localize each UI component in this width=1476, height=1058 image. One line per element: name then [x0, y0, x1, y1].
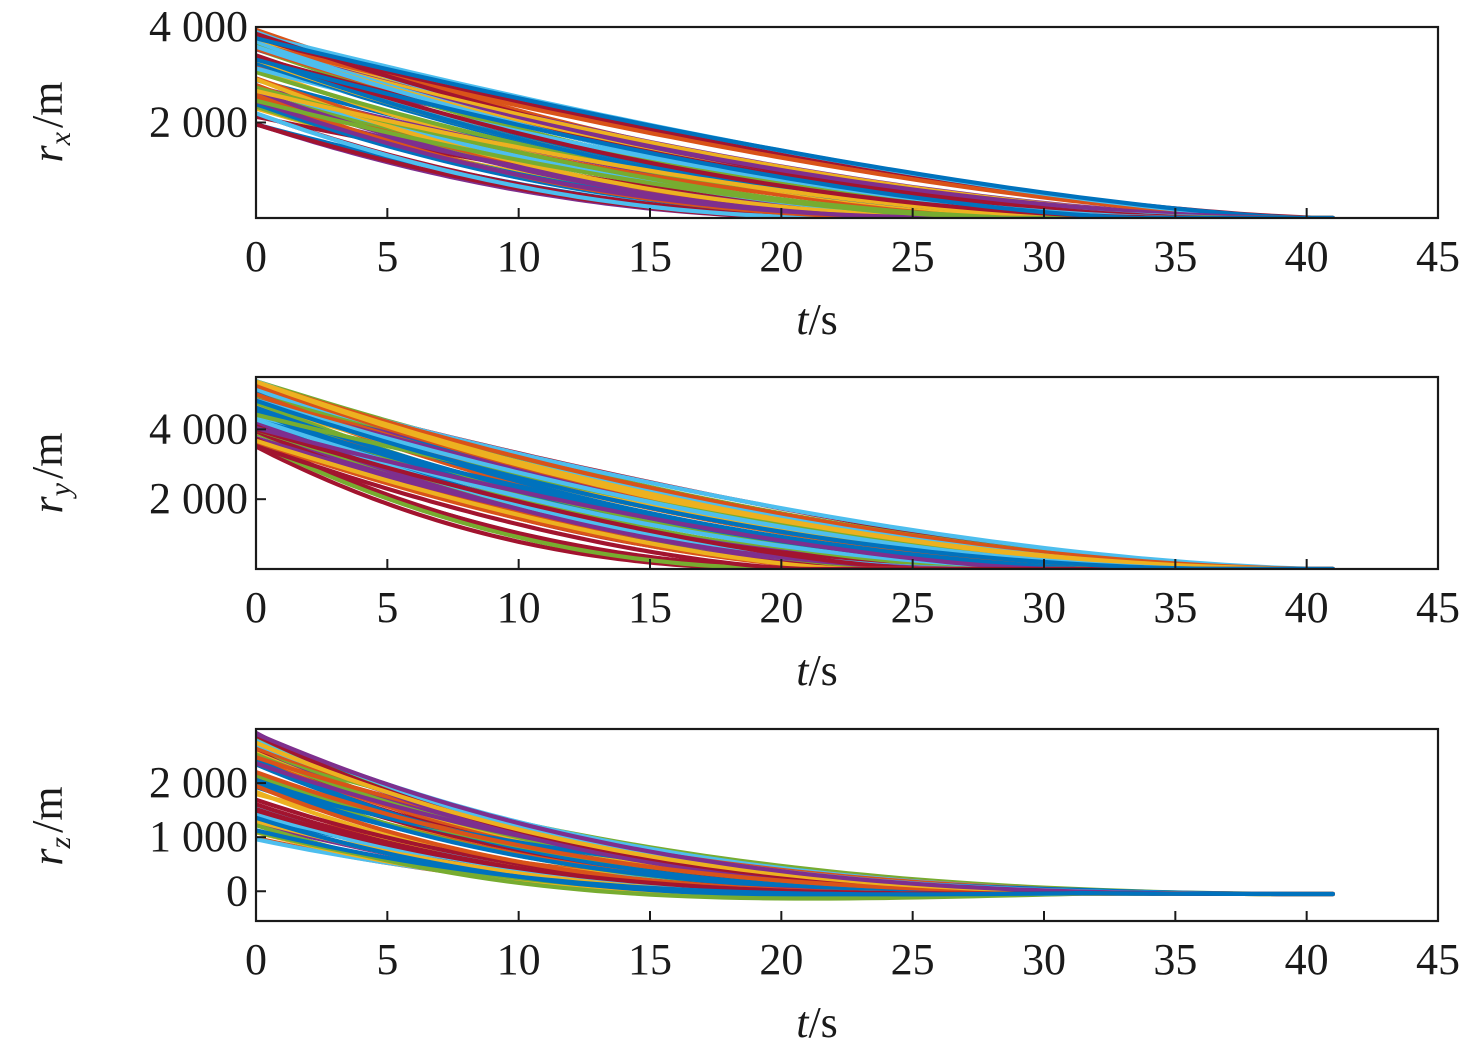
series-line: [256, 379, 1336, 569]
x-axis-title: t/s: [796, 646, 838, 695]
x-tick-label: 35: [1153, 232, 1197, 281]
series-line: [256, 828, 1336, 897]
x-axis-title: t/s: [796, 295, 838, 344]
y-tick-label: 2 000: [149, 474, 248, 523]
y-tick-label: 4 000: [149, 2, 248, 51]
x-tick-label: 10: [497, 935, 541, 984]
series-line: [256, 36, 1336, 218]
series-line: [256, 443, 1336, 569]
series-group: [256, 730, 1336, 901]
x-tick-label: 30: [1022, 935, 1066, 984]
series-line: [256, 111, 1336, 218]
x-tick-label: 45: [1416, 583, 1460, 632]
x-tick-label: 15: [628, 232, 672, 281]
x-tick-label: 25: [891, 232, 935, 281]
x-tick-label: 0: [245, 232, 267, 281]
x-tick-label: 15: [628, 935, 672, 984]
x-axis-title: t/s: [796, 998, 838, 1047]
subplot-y: 0 5 10 15 20 25 30 35 40 45 2 000 4 000 ry/m t/s: [23, 375, 1460, 695]
series-line: [256, 98, 1336, 218]
y-axis-title: ry/m: [23, 433, 77, 514]
y-axis-title: rz/m: [23, 786, 77, 865]
plot-frame: [254, 375, 1440, 571]
x-tick-label: 5: [376, 935, 398, 984]
series-line: [256, 88, 1336, 218]
x-tick-label: 15: [628, 583, 672, 632]
x-tick-label: 35: [1153, 583, 1197, 632]
plot-frame: [254, 727, 1440, 923]
series-group: [256, 379, 1336, 569]
x-tick-label: 20: [759, 232, 803, 281]
y-tick-label: 2 000: [149, 98, 248, 147]
x-tick-label: 5: [376, 583, 398, 632]
x-tick-label: 40: [1285, 583, 1329, 632]
series-line: [256, 425, 1336, 569]
x-tick-label: 10: [497, 583, 541, 632]
x-tick-label: 20: [759, 583, 803, 632]
series-line: [256, 440, 1336, 569]
subplot-z: 0 5 10 15 20 25 30 35 40 45 0 1 000 2 000 rz/m t/s: [23, 727, 1460, 1047]
x-tick-label: 30: [1022, 583, 1066, 632]
x-tick-label: 40: [1285, 232, 1329, 281]
x-tick-label: 0: [245, 935, 267, 984]
x-tick-label: 5: [376, 232, 398, 281]
series-line: [256, 438, 1336, 569]
x-tick-label: 25: [891, 583, 935, 632]
x-tick-label: 10: [497, 232, 541, 281]
series-group: [256, 27, 1336, 218]
x-tick-label: 20: [759, 935, 803, 984]
subplot-x: 0 5 10 15 20 25 30 35 40 45 2 000 4 000 rx/m t/s: [23, 2, 1460, 344]
x-tick-label: 40: [1285, 935, 1329, 984]
x-tick-label: 25: [891, 935, 935, 984]
series-line: [256, 98, 1336, 218]
x-tick-label: 45: [1416, 935, 1460, 984]
y-tick-label: 2 000: [149, 758, 248, 807]
series-line: [256, 398, 1336, 569]
x-tick-label: 35: [1153, 935, 1197, 984]
series-line: [256, 41, 1336, 218]
series-line: [256, 57, 1336, 218]
y-tick-label: 4 000: [149, 404, 248, 453]
y-tick-label: 1 000: [149, 812, 248, 861]
y-tick-label: 0: [226, 866, 248, 915]
x-tick-label: 30: [1022, 232, 1066, 281]
x-tick-label: 0: [245, 583, 267, 632]
series-line: [256, 427, 1336, 569]
y-axis-title: rx/m: [23, 82, 77, 163]
x-tick-label: 45: [1416, 232, 1460, 281]
